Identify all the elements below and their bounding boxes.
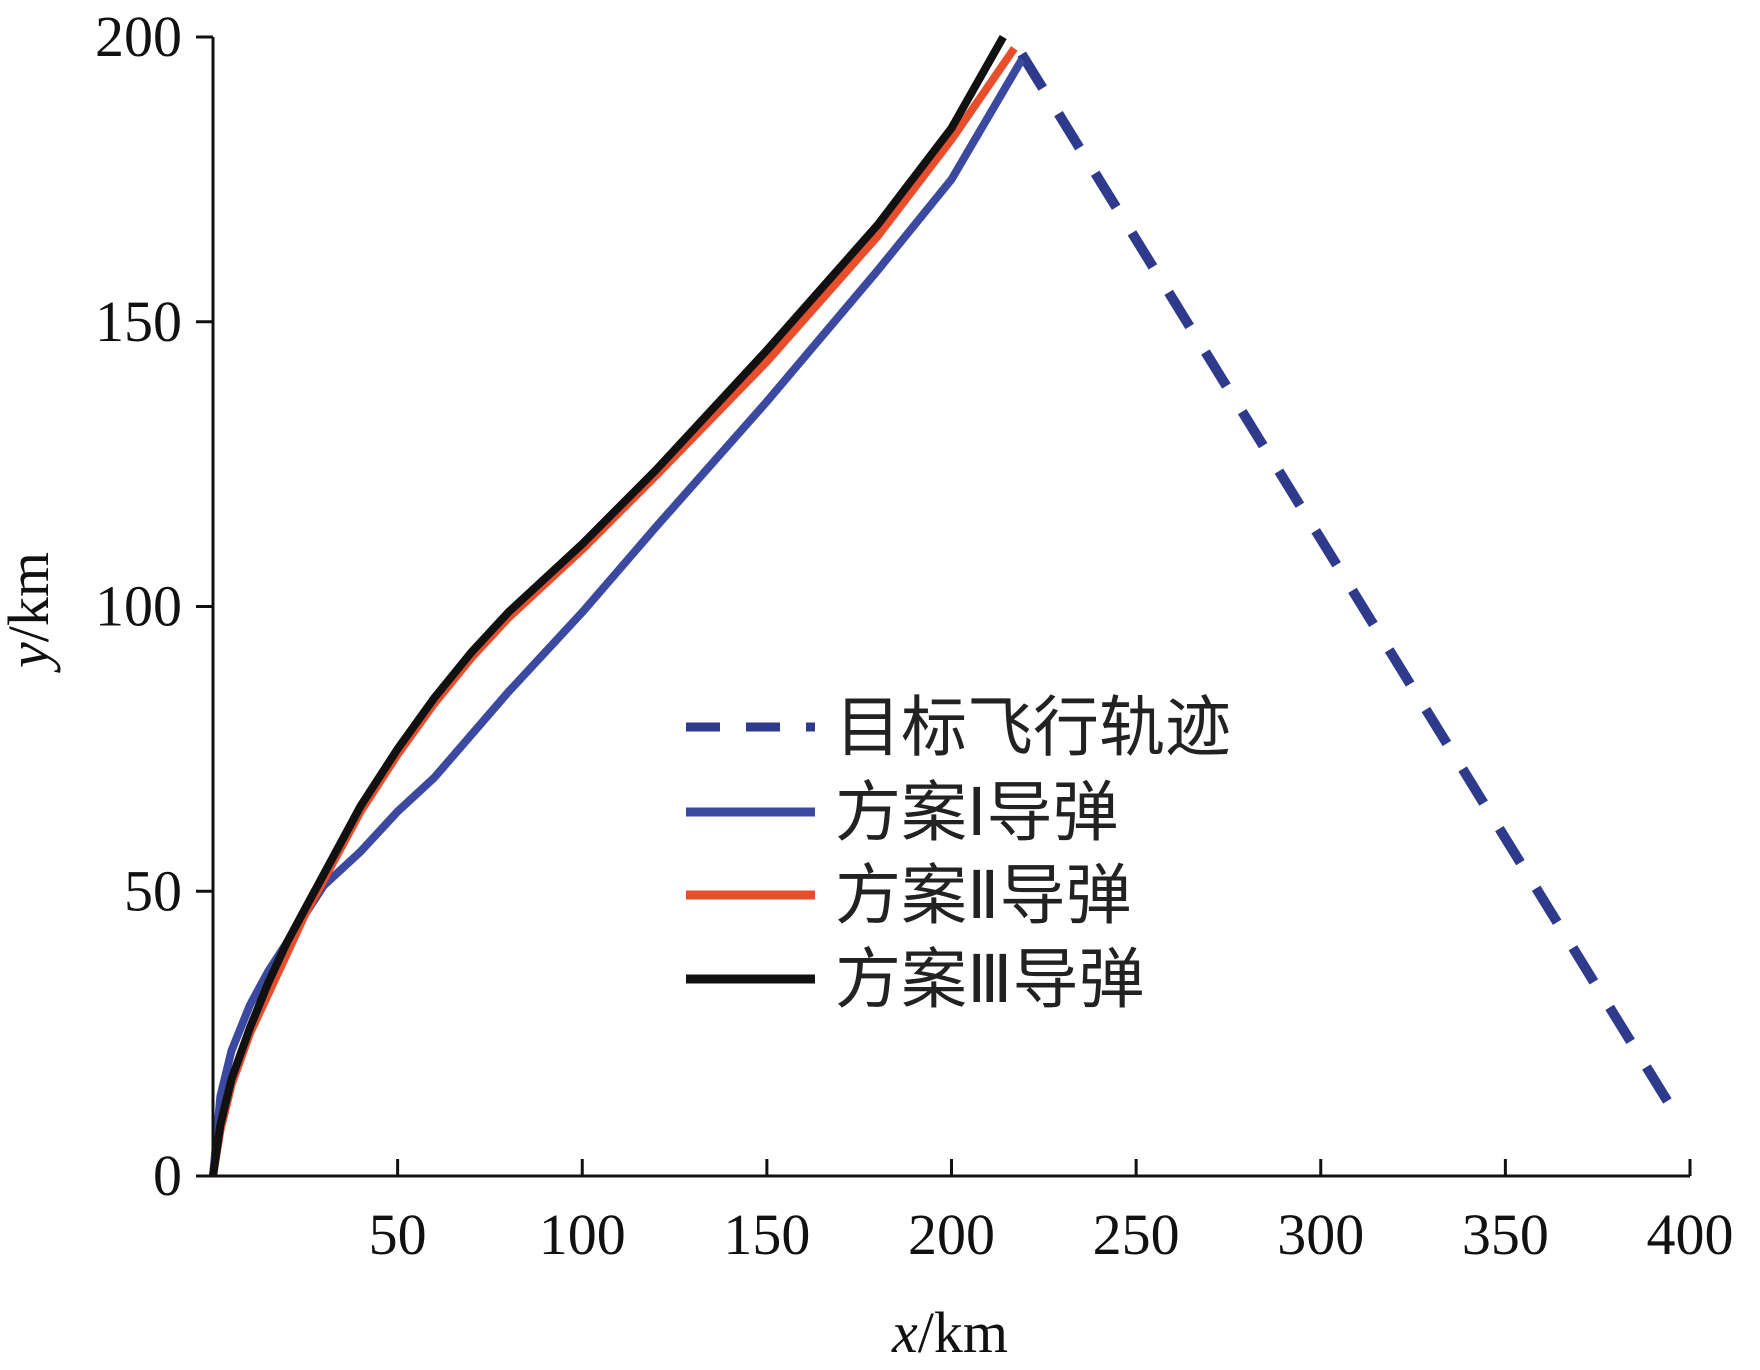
x-tick-label: 250 xyxy=(1093,1202,1180,1267)
axes: 50 100 150 200 250 300 350 400 0 50 100 150 200 xyxy=(95,4,1734,1267)
legend-label: 目标飞行轨迹 xyxy=(835,689,1231,766)
series-line-missile-3 xyxy=(209,35,1007,1177)
x-tick-label: 350 xyxy=(1462,1202,1549,1267)
y-tick-label: 200 xyxy=(95,4,182,69)
y-tick-label: 150 xyxy=(95,289,182,354)
x-tick-label: 400 xyxy=(1647,1202,1734,1267)
plot-lines xyxy=(209,35,1676,1177)
x-tick-label: 300 xyxy=(1277,1202,1364,1267)
x-tick-label: 200 xyxy=(908,1202,995,1267)
y-tick-label: 50 xyxy=(124,858,182,923)
x-tick-label: 150 xyxy=(723,1202,810,1267)
x-tick-label: 100 xyxy=(539,1202,626,1267)
y-tick-label: 100 xyxy=(95,574,182,639)
y-tick-label: 0 xyxy=(153,1143,182,1208)
y-axis-title: y/km xyxy=(0,552,61,673)
legend-label: 方案Ⅰ导弹 xyxy=(835,774,1118,851)
x-tick-label: 50 xyxy=(369,1202,427,1267)
legend-label: 方案Ⅱ导弹 xyxy=(835,857,1131,934)
series-line-missile-1 xyxy=(209,57,1026,1177)
y-ticks: 0 50 100 150 200 xyxy=(95,4,213,1208)
x-ticks: 50 100 150 200 250 300 350 400 xyxy=(369,1159,1734,1267)
legend-label: 方案Ⅲ导弹 xyxy=(835,941,1145,1018)
x-axis-title: x/km xyxy=(891,1300,1008,1365)
